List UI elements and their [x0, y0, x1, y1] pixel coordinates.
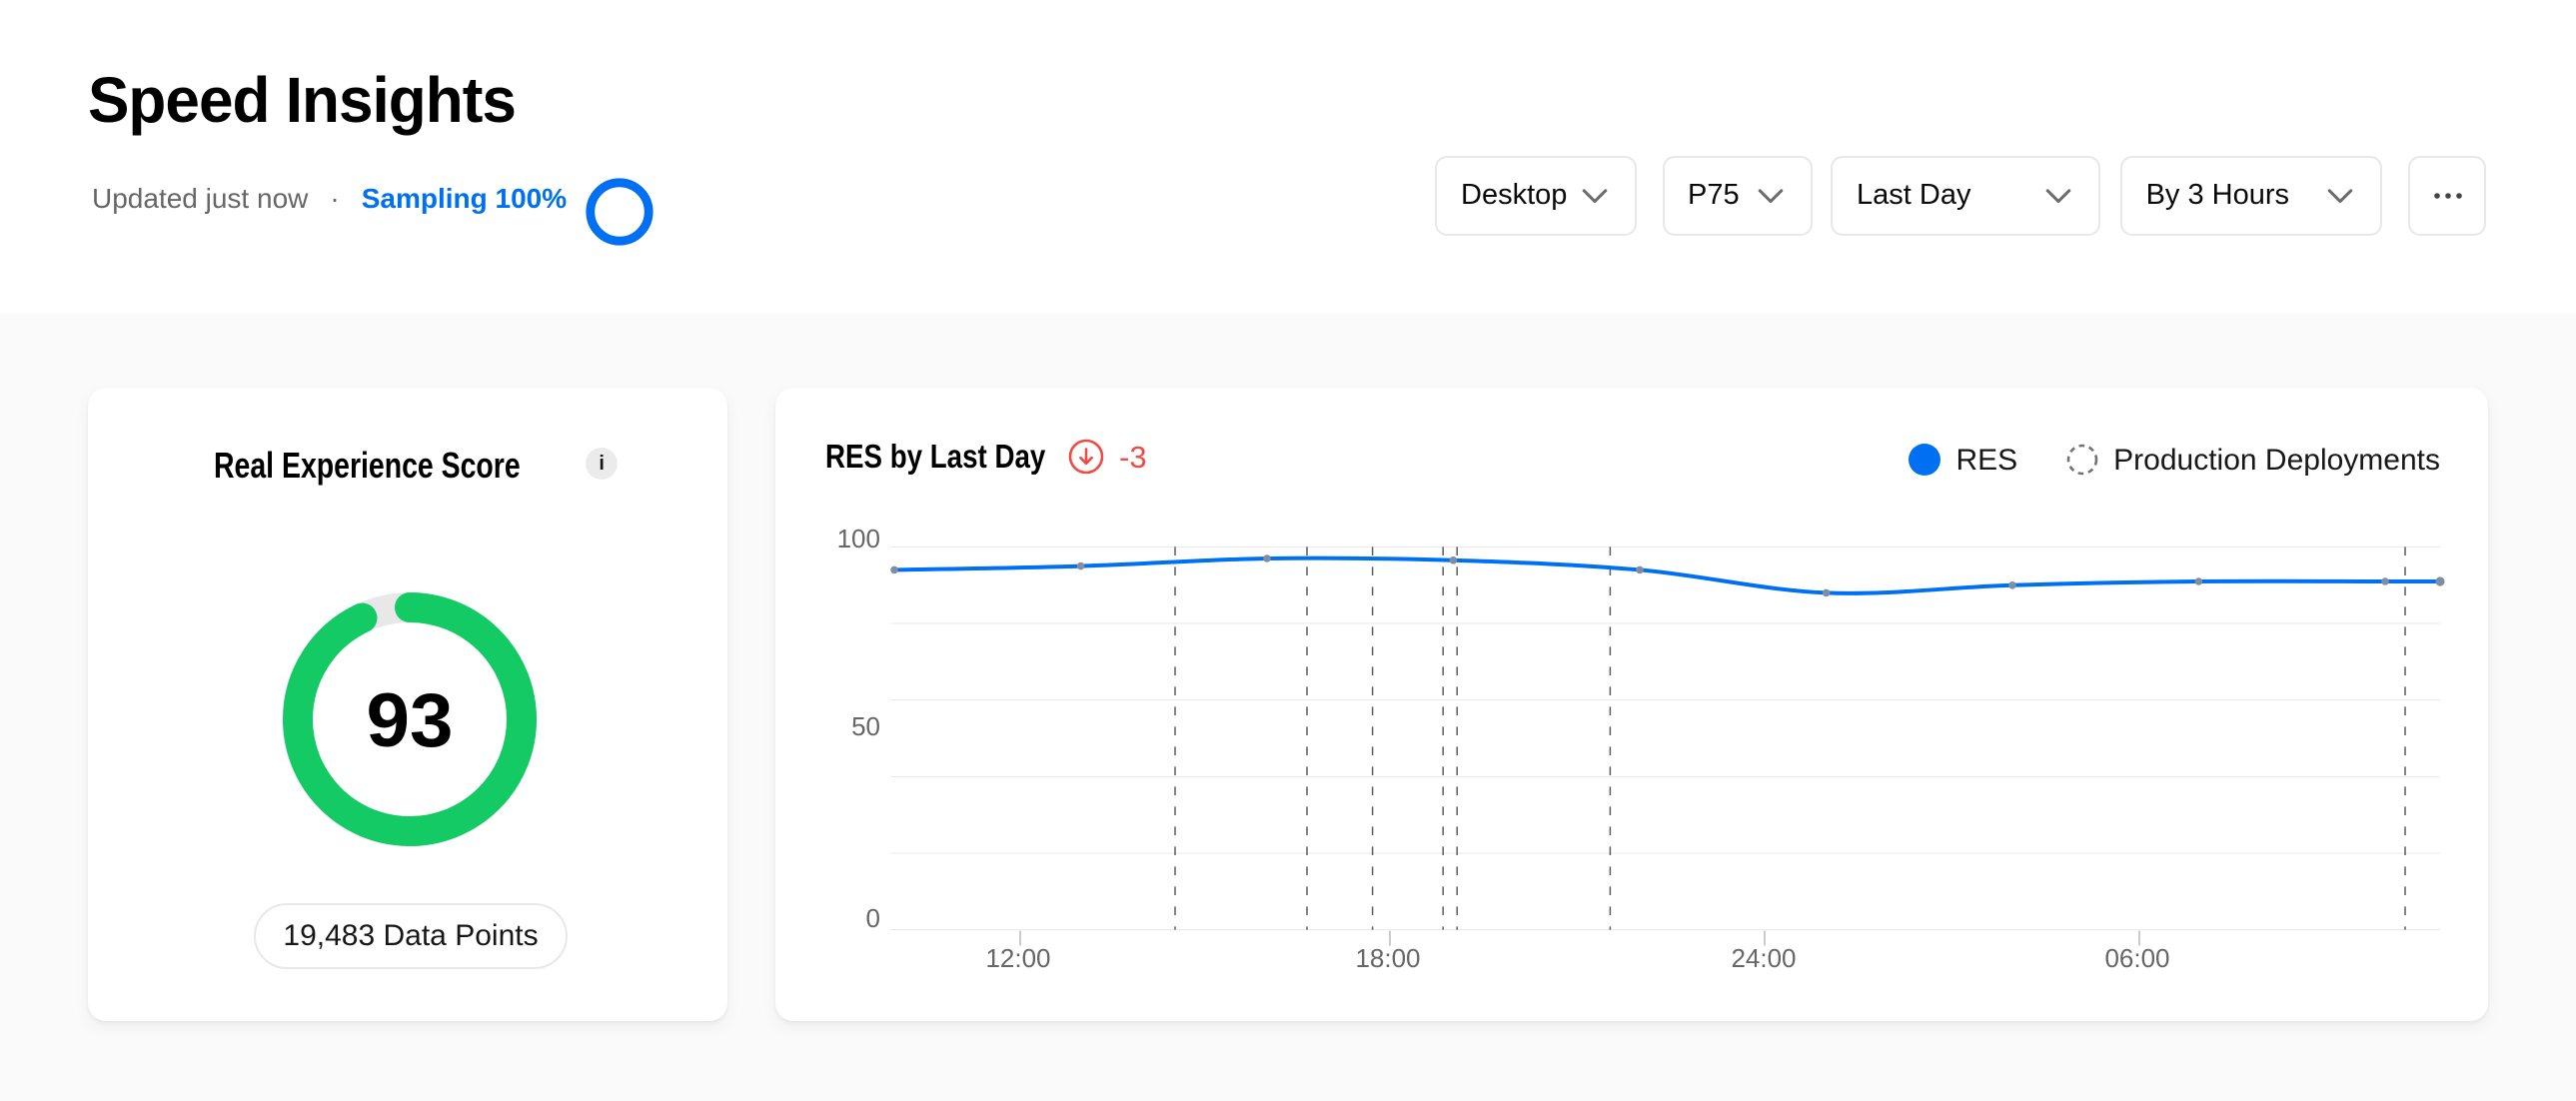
svg-text:93: 93 [366, 677, 453, 762]
